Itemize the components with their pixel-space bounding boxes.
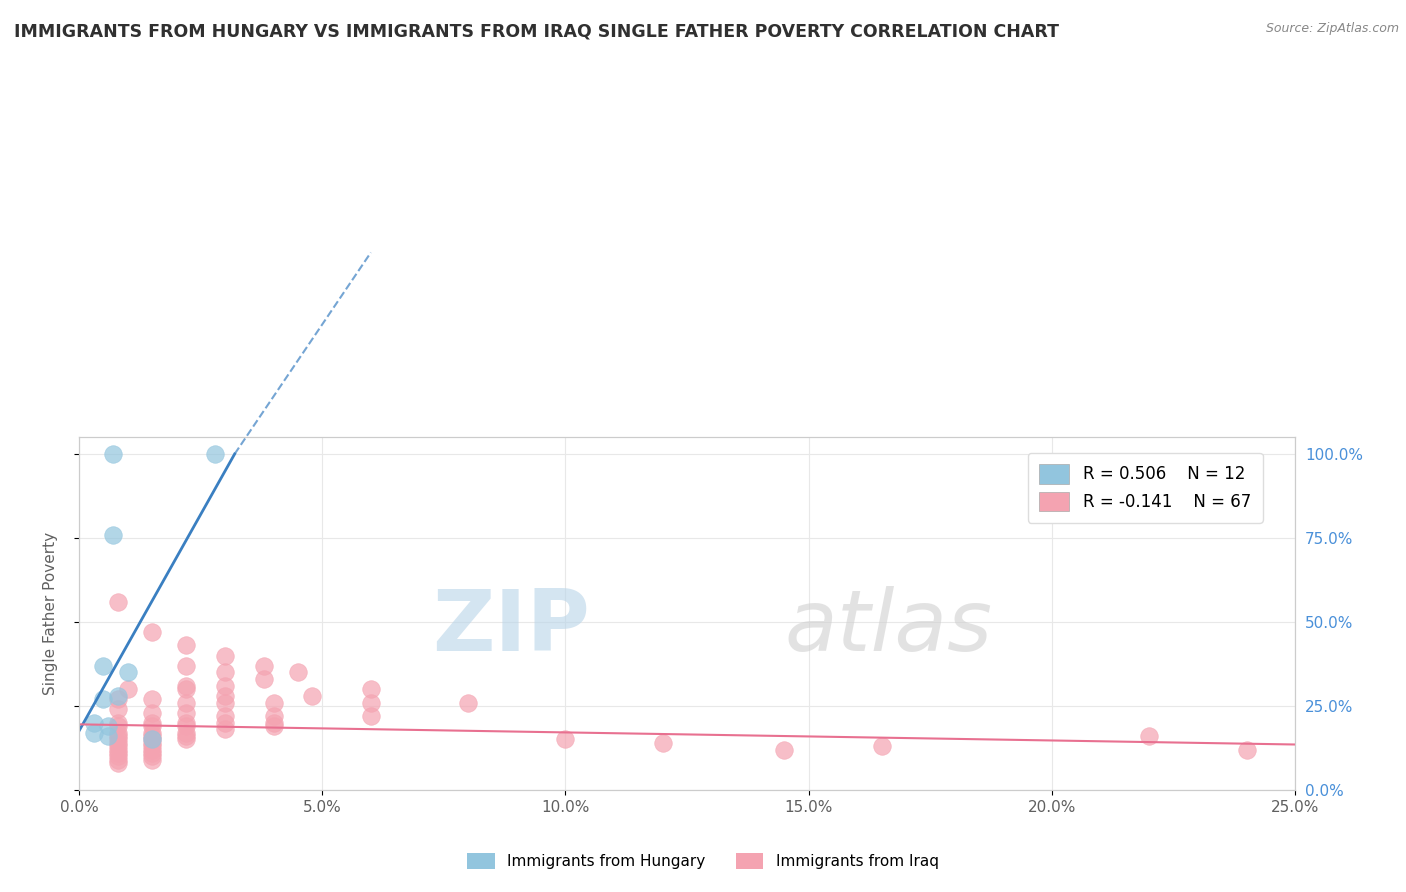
Point	[141, 753, 163, 767]
Point	[107, 739, 129, 754]
Point	[773, 742, 796, 756]
Point	[141, 736, 163, 750]
Point	[107, 749, 129, 764]
Point	[174, 719, 197, 733]
Point	[174, 729, 197, 743]
Point	[214, 665, 236, 680]
Point	[253, 658, 276, 673]
Point	[253, 672, 276, 686]
Point	[263, 715, 285, 730]
Point	[141, 692, 163, 706]
Point	[360, 709, 382, 723]
Point	[141, 729, 163, 743]
Point	[107, 715, 129, 730]
Point	[174, 682, 197, 697]
Point	[214, 648, 236, 663]
Point	[263, 719, 285, 733]
Point	[174, 679, 197, 693]
Point	[107, 736, 129, 750]
Y-axis label: Single Father Poverty: Single Father Poverty	[44, 532, 58, 695]
Point	[97, 729, 120, 743]
Text: Source: ZipAtlas.com: Source: ZipAtlas.com	[1265, 22, 1399, 36]
Point	[214, 709, 236, 723]
Point	[83, 725, 105, 739]
Point	[301, 689, 323, 703]
Point	[141, 749, 163, 764]
Point	[870, 739, 893, 754]
Point	[174, 732, 197, 747]
Point	[117, 682, 139, 697]
Point	[141, 732, 163, 747]
Point	[287, 665, 309, 680]
Point	[107, 725, 129, 739]
Legend: Immigrants from Hungary, Immigrants from Iraq: Immigrants from Hungary, Immigrants from…	[461, 847, 945, 875]
Point	[360, 696, 382, 710]
Text: IMMIGRANTS FROM HUNGARY VS IMMIGRANTS FROM IRAQ SINGLE FATHER POVERTY CORRELATIO: IMMIGRANTS FROM HUNGARY VS IMMIGRANTS FR…	[14, 22, 1059, 40]
Point	[117, 665, 139, 680]
Point	[141, 706, 163, 720]
Point	[651, 736, 673, 750]
Point	[554, 732, 576, 747]
Point	[97, 719, 120, 733]
Point	[101, 447, 124, 461]
Point	[141, 746, 163, 760]
Point	[174, 696, 197, 710]
Point	[107, 702, 129, 716]
Point	[91, 692, 114, 706]
Point	[214, 689, 236, 703]
Point	[101, 527, 124, 541]
Point	[263, 696, 285, 710]
Point	[141, 742, 163, 756]
Point	[107, 732, 129, 747]
Point	[91, 658, 114, 673]
Point	[214, 679, 236, 693]
Point	[141, 719, 163, 733]
Point	[141, 625, 163, 640]
Point	[107, 595, 129, 609]
Point	[174, 658, 197, 673]
Point	[107, 742, 129, 756]
Point	[174, 715, 197, 730]
Point	[174, 706, 197, 720]
Point	[174, 725, 197, 739]
Point	[141, 715, 163, 730]
Point	[263, 709, 285, 723]
Point	[107, 689, 129, 703]
Point	[83, 715, 105, 730]
Point	[107, 719, 129, 733]
Point	[107, 756, 129, 770]
Point	[1236, 742, 1258, 756]
Legend: R = 0.506    N = 12, R = -0.141    N = 67: R = 0.506 N = 12, R = -0.141 N = 67	[1028, 452, 1263, 523]
Point	[214, 723, 236, 737]
Point	[204, 447, 226, 461]
Point	[457, 696, 479, 710]
Point	[107, 692, 129, 706]
Point	[360, 682, 382, 697]
Point	[174, 639, 197, 653]
Point	[1137, 729, 1160, 743]
Text: atlas: atlas	[785, 586, 993, 669]
Point	[141, 739, 163, 754]
Point	[141, 725, 163, 739]
Text: ZIP: ZIP	[432, 586, 589, 669]
Point	[107, 729, 129, 743]
Point	[214, 715, 236, 730]
Point	[141, 732, 163, 747]
Point	[214, 696, 236, 710]
Point	[107, 753, 129, 767]
Point	[107, 746, 129, 760]
